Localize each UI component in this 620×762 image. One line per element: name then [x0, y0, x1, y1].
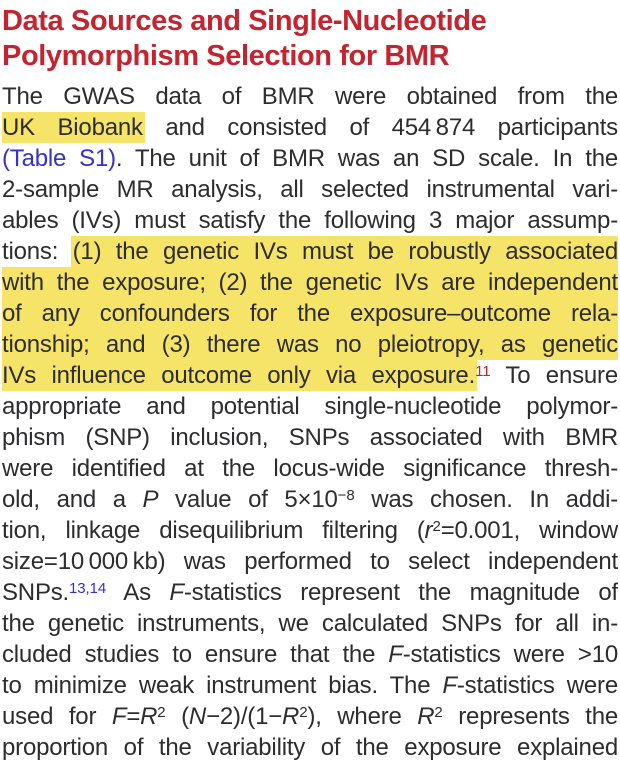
text-segment: 2-sample MR analysis, all selected instr…	[2, 176, 618, 203]
text-segment: 2	[157, 704, 166, 721]
citation-ref-11[interactable]: 11	[475, 363, 491, 380]
text-line-7: with the exposure; (2) the genetic IVs a…	[2, 267, 618, 298]
text-segment: was chosen. In addi-	[354, 486, 618, 513]
text-segment: −2)/(1−	[206, 703, 283, 730]
text-segment: tion, linkage disequilibrium filtering (	[2, 517, 425, 544]
text-segment: and consisted of 454 874 participants	[142, 114, 618, 141]
text-segment: F	[442, 672, 457, 699]
table-s1-link[interactable]: (Table S1)	[2, 145, 116, 172]
text-line-17: SNPs.13,14 As F-statistics represent the…	[2, 577, 618, 608]
body-text: The GWAS data of BMR were obtained from …	[2, 81, 618, 762]
section-heading-line-2: Polymorphism Selection for BMR	[2, 40, 450, 72]
text-segment: -statistics represent the magnitude of	[183, 579, 618, 606]
text-segment: value of 5×10	[158, 486, 338, 513]
text-line-14: old, and a P value of 5×10−8 was chosen.…	[2, 484, 618, 515]
text-line-11: appropriate and potential single-nucleot…	[2, 391, 618, 422]
text-line-4: 2-sample MR analysis, all selected instr…	[2, 174, 618, 205]
text-segment: 2	[434, 704, 443, 721]
text-line-1: The GWAS data of BMR were obtained from …	[2, 81, 618, 112]
citation-ref-13-14[interactable]: 13,14	[69, 580, 107, 597]
section-heading: Data Sources and Single-Nucleotide Polym…	[2, 4, 618, 74]
text-segment: were identified at the locus-wide signif…	[2, 455, 618, 482]
text-segment: R	[140, 703, 158, 730]
highlighted-text: tionship; and (3) there was no pleiotrop…	[2, 329, 618, 360]
text-line-3: (Table S1). The unit of BMR was an SD sc…	[2, 143, 618, 174]
text-line-22: proportion of the variability of the exp…	[2, 732, 618, 762]
text-line-18: the genetic instruments, we calculated S…	[2, 608, 618, 639]
text-segment: used for	[2, 703, 112, 730]
text-line-12: phism (SNP) inclusion, SNPs associated w…	[2, 422, 618, 453]
text-segment: tions:	[2, 238, 73, 265]
text-segment: to minimize weak instrument bias. The	[2, 672, 443, 699]
text-segment: ), where	[307, 703, 418, 730]
text-segment: As	[106, 579, 170, 606]
text-segment: 2	[299, 704, 308, 721]
text-segment: SNPs.	[2, 579, 70, 606]
text-segment: old, and a	[2, 486, 143, 513]
text-segment: proportion of the variability of the exp…	[2, 734, 618, 761]
text-segment: ables (IVs) must satisfy the following 3…	[2, 207, 618, 234]
text-segment: −8	[337, 487, 355, 504]
text-line-19: cluded studies to ensure that the F-stat…	[2, 639, 618, 670]
text-line-2: UK Biobank and consisted of 454 874 part…	[2, 112, 618, 143]
text-segment: cluded studies to ensure that the	[2, 641, 389, 668]
text-segment: =0.001, window	[440, 517, 618, 544]
text-segment: size=10 000 kb) was performed to select …	[2, 548, 618, 575]
highlighted-text: of any confounders for the exposure–outc…	[2, 298, 618, 329]
text-segment: To ensure	[490, 362, 618, 389]
text-line-21: used for F=R2 (N−2)/(1−R2), where R2 rep…	[2, 701, 618, 732]
text-segment: represents the	[442, 703, 618, 730]
text-segment: (	[165, 703, 189, 730]
text-segment: R	[417, 703, 435, 730]
text-line-6: tions: (1) the genetic IVs must be robus…	[2, 236, 618, 267]
text-segment: N	[188, 703, 207, 730]
text-segment: P	[142, 486, 159, 513]
text-segment: r	[424, 517, 433, 544]
text-segment: phism (SNP) inclusion, SNPs associated w…	[2, 424, 618, 451]
text-line-9: tionship; and (3) there was no pleiotrop…	[2, 329, 618, 360]
highlight-uk-biobank: UK Biobank	[2, 112, 145, 143]
text-segment: R	[282, 703, 300, 730]
text-line-20: to minimize weak instrument bias. The F-…	[2, 670, 618, 701]
text-segment: F	[111, 703, 127, 730]
text-segment: 2	[432, 518, 441, 535]
text-segment: The GWAS data of BMR were obtained from …	[2, 83, 618, 110]
text-line-15: tion, linkage disequilibrium filtering (…	[2, 515, 618, 546]
text-line-5: ables (IVs) must satisfy the following 3…	[2, 205, 618, 236]
highlighted-text: (1) the genetic IVs must be robustly ass…	[70, 236, 618, 267]
text-segment: F	[169, 579, 184, 606]
highlighted-text: with the exposure; (2) the genetic IVs a…	[2, 267, 618, 298]
text-segment: the genetic instruments, we calculated S…	[2, 610, 618, 637]
text-segment: . The unit of BMR was an SD scale. In th…	[115, 145, 618, 172]
text-line-16: size=10 000 kb) was performed to select …	[2, 546, 618, 577]
text-segment: =	[126, 703, 141, 730]
text-segment: F	[388, 641, 403, 668]
text-segment: appropriate and potential single-nucleot…	[2, 393, 618, 420]
section-heading-line-1: Data Sources and Single-Nucleotide	[2, 5, 487, 37]
text-segment: -statistics were >10	[402, 641, 618, 668]
highlighted-text: IVs influence outcome only via exposure.	[2, 360, 478, 391]
text-line-8: of any confounders for the exposure–outc…	[2, 298, 618, 329]
text-line-13: were identified at the locus-wide signif…	[2, 453, 618, 484]
text-segment: -statistics were	[456, 672, 618, 699]
text-line-10: IVs influence outcome only via exposure.…	[2, 360, 618, 391]
